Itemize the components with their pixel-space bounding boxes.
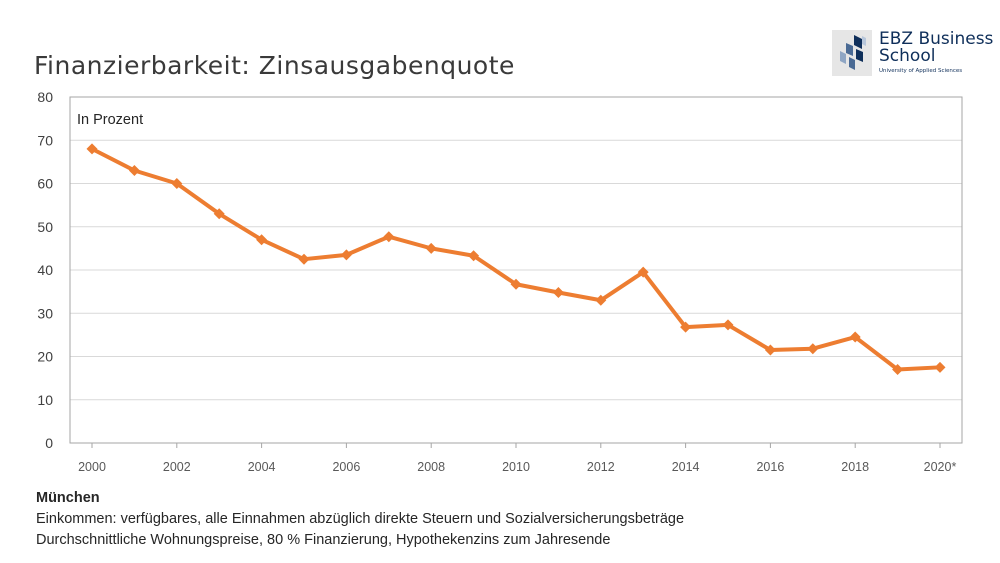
- data-point: [383, 231, 395, 243]
- footer-notes: München Einkommen: verfügbares, alle Ein…: [36, 488, 684, 551]
- y-tick-label: 80: [37, 89, 53, 105]
- x-tick-label: 2006: [332, 460, 360, 474]
- y-tick-label: 30: [37, 305, 53, 321]
- footer-note-income: Einkommen: verfügbares, alle Einnahmen a…: [36, 511, 685, 527]
- y-tick-label: 10: [37, 392, 53, 408]
- data-point: [722, 319, 734, 331]
- data-point: [807, 343, 819, 355]
- data-point: [764, 344, 776, 356]
- x-tick-label: 2000: [78, 460, 106, 474]
- ebz-logo-mark-icon: [832, 30, 872, 76]
- data-point: [849, 331, 861, 343]
- series-line: [90, 146, 942, 372]
- data-point: [468, 250, 480, 262]
- data-point: [340, 249, 352, 261]
- data-point: [637, 266, 649, 278]
- x-tick-label: 2012: [587, 460, 615, 474]
- data-point: [595, 294, 607, 306]
- data-point: [892, 363, 904, 375]
- data-point: [510, 278, 522, 290]
- data-point: [256, 234, 268, 246]
- y-tick-label: 20: [37, 349, 53, 365]
- y-tick-label: 60: [37, 176, 53, 192]
- x-tick-label: 2020*: [924, 460, 957, 474]
- chart-annotation: In Prozent: [77, 112, 143, 128]
- logo-text-line2: School: [879, 46, 936, 66]
- line-chart: 0 10 20 30 40 50 60 70 80 2000 2002 2004 2006 2008 201…: [37, 89, 963, 474]
- data-point: [298, 253, 310, 265]
- data-point: [213, 208, 225, 220]
- x-tick-label: 2018: [841, 460, 869, 474]
- x-tick-label: 2002: [163, 460, 191, 474]
- y-tick-label: 70: [37, 132, 53, 148]
- data-point: [86, 143, 98, 155]
- footer-city: München: [36, 490, 100, 506]
- data-point: [934, 361, 946, 373]
- y-tick-label: 40: [37, 262, 53, 278]
- data-point: [128, 165, 140, 177]
- logo-subtitle: University of Applied Sciences: [879, 68, 963, 74]
- footer-note-prices: Durchschnittliche Wohnungspreise, 80 % F…: [36, 532, 611, 548]
- data-point: [425, 242, 437, 254]
- page-title: Finanzierbarkeit: Zinsausgabenquote: [34, 50, 515, 80]
- x-tick-label: 2010: [502, 460, 530, 474]
- data-point: [171, 178, 183, 189]
- logo-text-line1: EBZ Business: [879, 29, 994, 49]
- y-tick-label: 0: [45, 435, 53, 451]
- x-tick-label: 2016: [756, 460, 784, 474]
- x-tick-label: 2014: [672, 460, 700, 474]
- data-point: [552, 286, 564, 298]
- x-tick-label: 2004: [248, 460, 276, 474]
- x-tick-label: 2008: [417, 460, 445, 474]
- ebz-logo: EBZ Business School University of Applie…: [832, 30, 993, 80]
- y-tick-label: 50: [37, 219, 53, 235]
- data-point: [680, 321, 692, 333]
